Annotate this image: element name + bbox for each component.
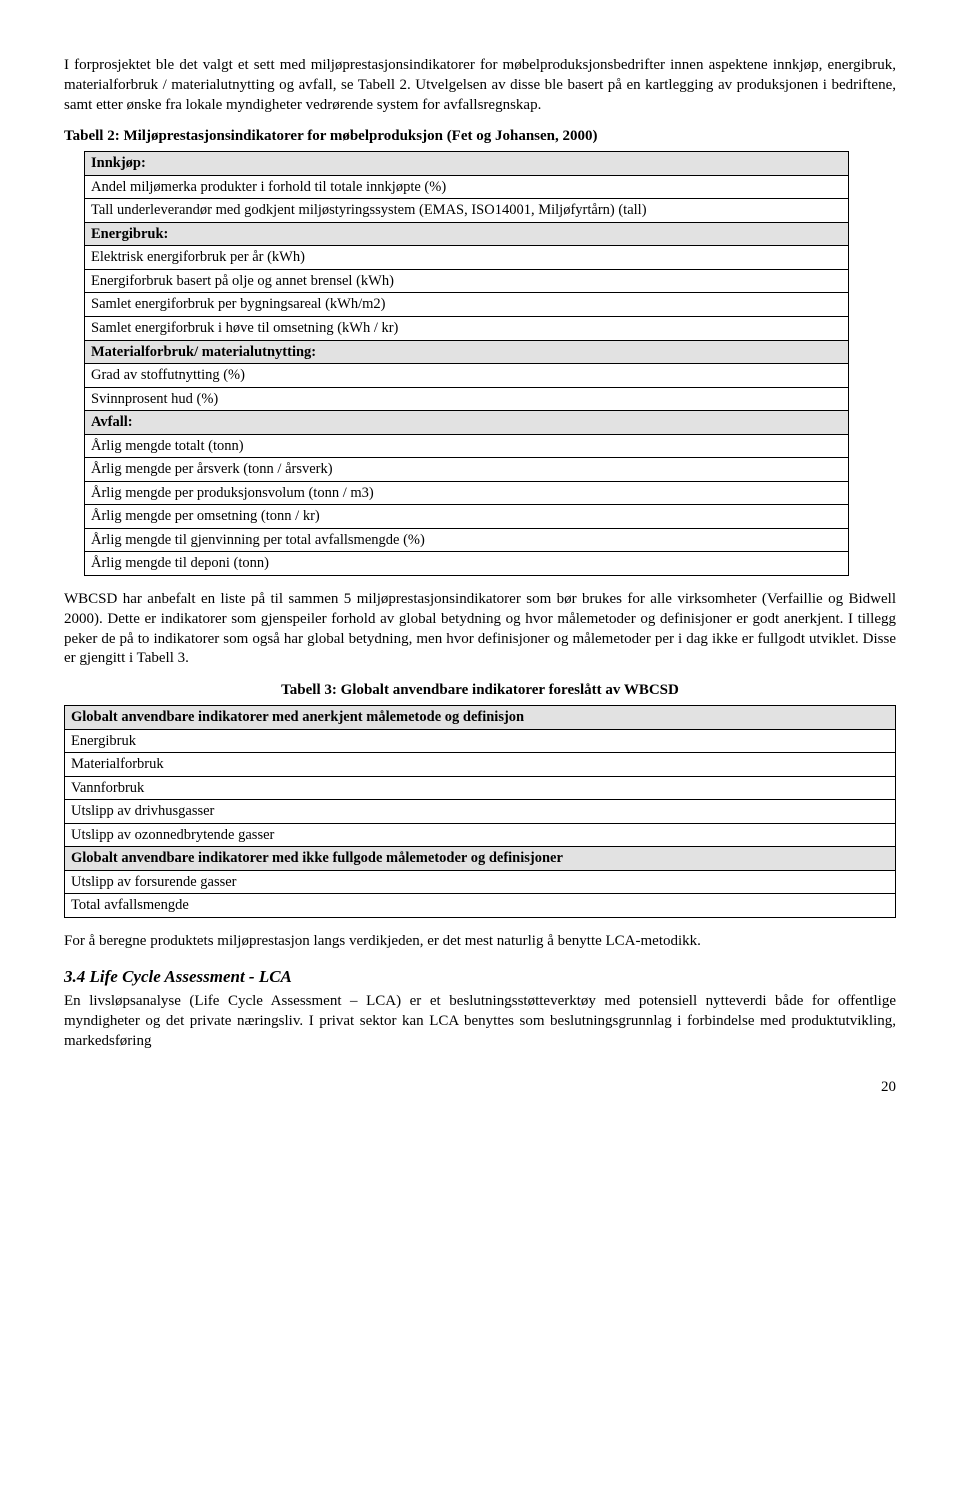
section-body-3-4: En livsløpsanalyse (Life Cycle Assessmen…	[64, 992, 896, 1051]
table2-row: Avfall:	[85, 411, 849, 435]
paragraph-2: WBCSD har anbefalt en liste på til samme…	[64, 590, 896, 669]
table3-row: Energibruk	[65, 729, 896, 753]
table2-row: Andel miljømerka produkter i forhold til…	[85, 175, 849, 199]
table2-row: Årlig mengde til deponi (tonn)	[85, 552, 849, 576]
table2-row: Årlig mengde per årsverk (tonn / årsverk…	[85, 458, 849, 482]
table2-row: Årlig mengde til gjenvinning per total a…	[85, 528, 849, 552]
table2-row: Energiforbruk basert på olje og annet br…	[85, 269, 849, 293]
paragraph-1: I forprosjektet ble det valgt et sett me…	[64, 56, 896, 115]
table3-row: Utslipp av forsurende gasser	[65, 870, 896, 894]
table3-row: Total avfallsmengde	[65, 894, 896, 918]
table2-row: Samlet energiforbruk i høve til omsetnin…	[85, 317, 849, 341]
page-number: 20	[64, 1078, 896, 1098]
table2-row: Energibruk:	[85, 222, 849, 246]
table3-row: Globalt anvendbare indikatorer med anerk…	[65, 706, 896, 730]
table2-row: Innkjøp:	[85, 152, 849, 176]
table2-caption: Tabell 2: Miljøprestasjonsindikatorer fo…	[64, 127, 896, 147]
table3-row: Utslipp av drivhusgasser	[65, 800, 896, 824]
table3-caption: Tabell 3: Globalt anvendbare indikatorer…	[64, 681, 896, 701]
table2-row: Grad av stoffutnytting (%)	[85, 364, 849, 388]
table3-row: Globalt anvendbare indikatorer med ikke …	[65, 847, 896, 871]
table2-row: Årlig mengde per omsetning (tonn / kr)	[85, 505, 849, 529]
table2-row: Svinnprosent hud (%)	[85, 387, 849, 411]
table3: Globalt anvendbare indikatorer med anerk…	[64, 705, 896, 918]
table2-row: Årlig mengde per produksjonsvolum (tonn …	[85, 481, 849, 505]
paragraph-3: For å beregne produktets miljøprestasjon…	[64, 932, 896, 952]
table3-row: Vannforbruk	[65, 776, 896, 800]
table3-row: Utslipp av ozonnedbrytende gasser	[65, 823, 896, 847]
table2: Innkjøp:Andel miljømerka produkter i for…	[84, 151, 849, 576]
table2-row: Materialforbruk/ materialutnytting:	[85, 340, 849, 364]
table2-row: Samlet energiforbruk per bygningsareal (…	[85, 293, 849, 317]
table2-row: Elektrisk energiforbruk per år (kWh)	[85, 246, 849, 270]
table3-row: Materialforbruk	[65, 753, 896, 777]
table2-row: Tall underleverandør med godkjent miljøs…	[85, 199, 849, 223]
table2-row: Årlig mengde totalt (tonn)	[85, 434, 849, 458]
section-heading-3-4: 3.4 Life Cycle Assessment - LCA	[64, 966, 896, 988]
